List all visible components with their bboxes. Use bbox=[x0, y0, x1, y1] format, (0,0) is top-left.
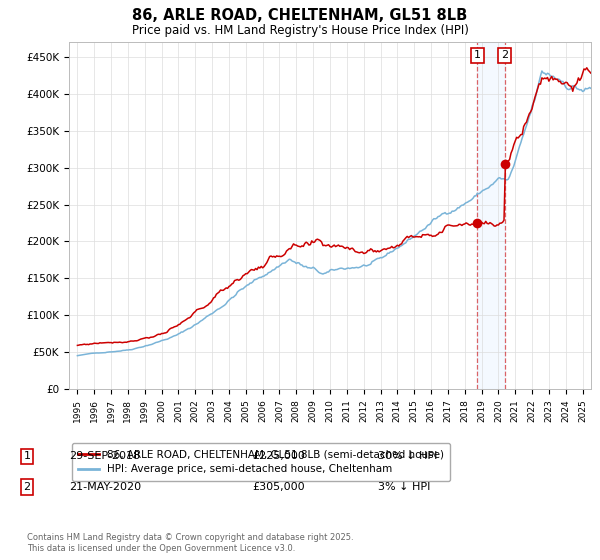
Text: 3% ↓ HPI: 3% ↓ HPI bbox=[378, 482, 430, 492]
Text: £225,000: £225,000 bbox=[252, 451, 305, 461]
Text: 2: 2 bbox=[23, 482, 31, 492]
Text: 2: 2 bbox=[501, 50, 508, 60]
Text: Contains HM Land Registry data © Crown copyright and database right 2025.
This d: Contains HM Land Registry data © Crown c… bbox=[27, 533, 353, 553]
Text: £305,000: £305,000 bbox=[252, 482, 305, 492]
Text: 1: 1 bbox=[23, 451, 31, 461]
Text: Price paid vs. HM Land Registry's House Price Index (HPI): Price paid vs. HM Land Registry's House … bbox=[131, 24, 469, 36]
Text: 86, ARLE ROAD, CHELTENHAM, GL51 8LB: 86, ARLE ROAD, CHELTENHAM, GL51 8LB bbox=[133, 8, 467, 24]
Bar bbox=[478, 42, 505, 389]
Legend: 86, ARLE ROAD, CHELTENHAM, GL51 8LB (semi-detached house), HPI: Average price, s: 86, ARLE ROAD, CHELTENHAM, GL51 8LB (sem… bbox=[71, 443, 450, 480]
Text: 29-SEP-2018: 29-SEP-2018 bbox=[69, 451, 140, 461]
Text: 30% ↓ HPI: 30% ↓ HPI bbox=[378, 451, 437, 461]
Text: 21-MAY-2020: 21-MAY-2020 bbox=[69, 482, 141, 492]
Text: 1: 1 bbox=[474, 50, 481, 60]
